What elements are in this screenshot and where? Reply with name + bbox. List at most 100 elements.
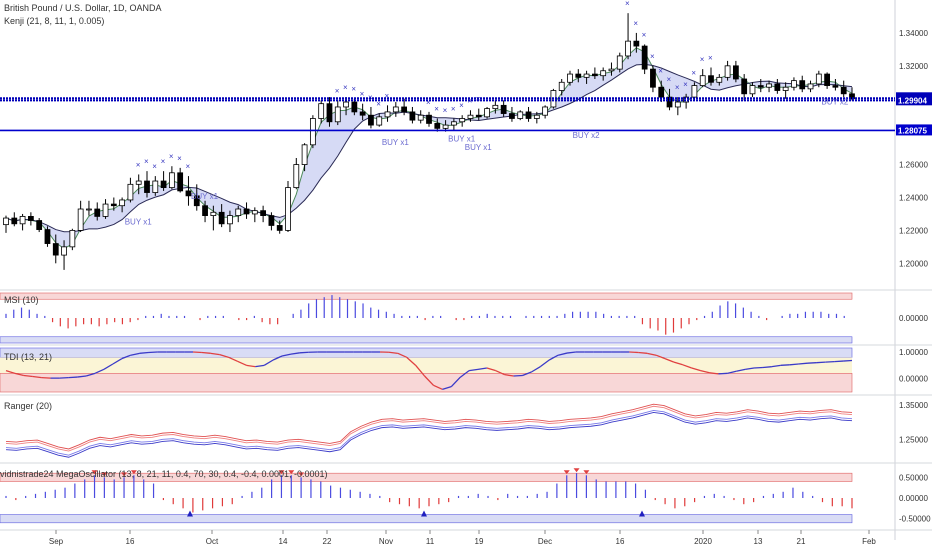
tdi-line-segment [148,352,157,353]
candle-body [427,115,432,123]
candle [335,100,340,125]
price-axis-tick: 1.20000 [899,259,928,268]
candle-body [95,209,100,216]
candle-body [169,173,174,188]
candle-body [145,181,150,193]
tdi-line-segment [59,378,68,379]
candle-body [767,84,772,87]
candle [841,81,846,97]
candle-body [335,107,340,122]
x-mark: × [708,53,713,62]
mega-axis-tick: 0.00000 [899,494,928,503]
candle [86,201,91,216]
time-axis-label: 2020 [694,537,712,546]
signal-label: BUY x1 [465,143,493,152]
candle [775,79,780,94]
candle-body [509,114,514,119]
x-mark: × [642,30,647,39]
candle-body [327,104,332,122]
mega-axis-tick: -0.50000 [899,515,931,524]
msi-upper-band [0,293,852,299]
candle-body [825,74,830,86]
tdi-lower-band [0,373,852,392]
candle-body [650,69,655,87]
candle-body [717,77,722,82]
candle-body [53,244,58,256]
candle-body [443,125,448,128]
ranger-band-line [6,404,852,449]
candle-body [659,87,664,97]
candle-body [816,74,821,84]
candle-body [609,69,614,71]
candle [485,107,490,119]
msi-axis-tick: 0.00000 [899,314,928,323]
candle-body [791,81,796,88]
candle-body [4,218,9,225]
tdi-axis-tick: 0.00000 [899,375,928,384]
candle-body [319,104,324,119]
price-axis-tick: 1.26000 [899,161,928,170]
candle-body [584,74,589,77]
x-mark: × [700,55,705,64]
tdi-line-segment [834,361,843,362]
candle [410,107,415,123]
candle-body [261,211,266,216]
candle-body [493,105,498,108]
candle-body [136,181,141,184]
x-mark: × [177,154,182,163]
candle [186,176,191,206]
signal-label: BUY x2 [821,98,849,107]
candle-body [393,107,398,112]
tdi-line-segment [638,353,647,354]
candle-body [294,165,299,188]
tdi-line-segment [816,362,825,363]
tdi-line-segment [300,352,309,353]
candle [368,107,373,128]
mega-bottom-marker [639,511,645,517]
candle-body [518,112,523,119]
mega-top-marker [574,468,580,472]
candle-body [543,107,548,115]
tdi-line-segment [781,365,790,366]
candle-body [451,122,456,125]
tdi-mid-band [0,357,852,373]
tdi-line-segment [140,353,149,354]
candle-body [45,230,50,244]
candle [103,199,108,219]
candle [526,107,531,122]
candle-body [800,81,805,89]
candle-body [28,216,33,220]
candle [20,214,25,230]
candle [12,212,17,226]
tdi-line-segment [68,377,77,378]
candle-body [742,79,747,94]
candle [178,168,183,193]
candle-body [775,84,780,91]
x-mark: × [152,162,157,171]
candle [725,61,730,81]
candle-body [128,184,133,200]
x-mark: × [343,83,348,92]
candle-body [601,71,606,76]
candle [460,115,465,127]
candle-body [385,112,390,117]
candle-body [20,216,25,223]
candle-body [783,87,788,90]
tdi-line-segment [799,363,808,364]
price-axis-tick: 1.32000 [899,62,928,71]
candle [153,176,158,196]
candle-body [841,87,846,94]
time-axis-label: 16 [126,537,135,546]
price-axis-tick: 1.34000 [899,29,928,38]
candle-body [576,74,581,77]
ranger-title: Ranger (20) [4,401,52,411]
candle-body [70,230,75,246]
x-mark: × [434,104,439,113]
tdi-title: TDI (13, 21) [4,352,52,362]
candle-body [808,84,813,89]
candle [518,110,523,120]
candle-body [37,221,42,230]
x-mark: × [169,152,174,161]
candle-body [402,107,407,112]
